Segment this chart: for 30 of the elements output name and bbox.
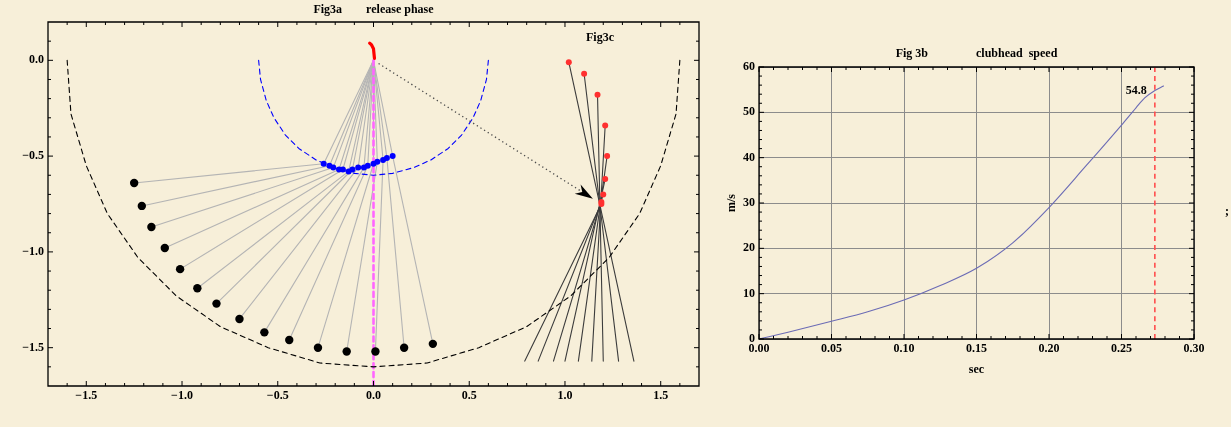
x-tick-label: 1.5 — [653, 388, 669, 403]
x-axis-title: sec — [968, 362, 985, 377]
x-tick-label: 0.0 — [366, 388, 381, 403]
y-tick-label: −1.0 — [22, 243, 44, 258]
chart-title: Fig3a release phase — [313, 2, 435, 17]
y-axis-title: m/s — [724, 193, 739, 212]
y-tick-label: 10 — [743, 285, 755, 300]
x-tick-label: 0.5 — [461, 388, 477, 403]
x-tick-label: 0.00 — [748, 341, 770, 356]
y-tick-label: 40 — [743, 149, 755, 164]
x-tick-label: −1.5 — [75, 388, 98, 403]
text: ; — [1225, 204, 1229, 219]
x-tick-label: −1.0 — [171, 388, 193, 403]
y-tick-label: 60 — [743, 59, 755, 74]
x-tick-label: −0.5 — [266, 388, 289, 403]
annotation: Fig3c — [586, 30, 615, 45]
chart-title: Fig 3b clubhead speed — [895, 46, 1058, 61]
x-tick-label: 0.05 — [821, 341, 842, 356]
x-tick-label: 0.25 — [1111, 341, 1132, 356]
y-tick-label: −0.5 — [22, 148, 44, 163]
y-tick-label: 30 — [743, 195, 755, 210]
y-tick-label: 50 — [743, 104, 755, 119]
x-tick-label: 0.15 — [966, 341, 987, 356]
x-tick-label: 1.0 — [557, 388, 573, 403]
annotation: 54.8 — [1125, 82, 1147, 97]
x-tick-label: 0.10 — [893, 341, 915, 356]
y-tick-label: 0.0 — [29, 52, 44, 67]
y-tick-label: 20 — [743, 240, 755, 255]
x-tick-label: 0.20 — [1038, 341, 1060, 356]
x-tick-label: 0.30 — [1183, 341, 1205, 356]
